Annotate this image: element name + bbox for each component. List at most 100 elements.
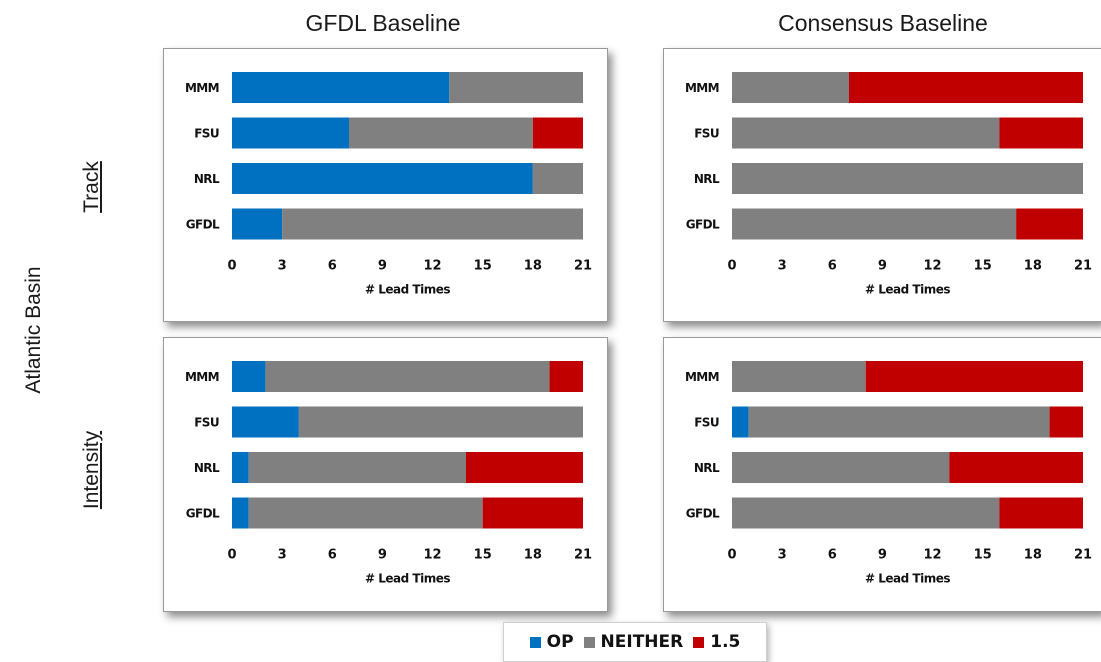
bar-op — [232, 361, 266, 392]
bar-1-5 — [532, 117, 583, 149]
chart-svg: MMM FSU NRL GFDL 0 3 6 9 12 15 18 21 # Lead Times — [185, 361, 592, 586]
legend-item-op: OP — [529, 632, 574, 652]
bar-op — [232, 406, 299, 438]
legend-swatch-op — [529, 636, 541, 648]
category-label: FSU — [194, 127, 219, 141]
x-tick-label: 18 — [524, 548, 542, 563]
bar-neither — [532, 163, 583, 194]
category-label: GFDL — [686, 507, 720, 521]
category-label: FSU — [694, 127, 719, 141]
bar-op — [732, 406, 749, 438]
row-label-track: Track — [80, 161, 103, 213]
x-tick-label: 15 — [474, 548, 492, 563]
column-title-gfdl-baseline: GFDL Baseline — [305, 10, 461, 36]
column-title-consensus-baseline: Consensus Baseline — [778, 10, 988, 36]
bar-1-5 — [865, 361, 1083, 392]
category-label: NRL — [694, 461, 720, 475]
bar-neither — [732, 117, 1000, 149]
legend-label-op: OP — [546, 632, 574, 652]
x-tick-label: 3 — [778, 259, 787, 274]
category-label: FSU — [194, 416, 219, 430]
chart-panel-track-gfdl: MMM FSU NRL GFDL 0 3 6 9 12 15 18 21 # Lead Times — [163, 48, 608, 322]
x-tick-label: 18 — [1024, 548, 1042, 563]
x-axis-label: # Lead Times — [865, 572, 950, 586]
x-tick-label: 6 — [328, 259, 337, 274]
bar-op — [232, 72, 450, 103]
x-tick-label: 9 — [378, 548, 387, 563]
chart-panel-intensity-gfdl: MMM FSU NRL GFDL 0 3 6 9 12 15 18 21 # Lead Times — [163, 337, 608, 612]
chart-svg: MMM FSU NRL GFDL 0 3 6 9 12 15 18 21 # Lead Times — [685, 361, 1092, 586]
bar-neither — [732, 72, 849, 103]
legend: OP NEITHER 1.5 — [503, 622, 767, 662]
x-tick-label: 9 — [878, 548, 887, 563]
x-tick-label: 3 — [778, 548, 787, 563]
x-tick-label: 0 — [227, 259, 236, 274]
x-tick-label: 0 — [227, 548, 236, 563]
bar-neither — [282, 208, 583, 240]
bar-1-5 — [1016, 208, 1083, 240]
x-tick-label: 21 — [574, 548, 592, 563]
bar-neither — [732, 361, 866, 392]
bar-neither — [248, 452, 466, 483]
bar-1-5 — [999, 497, 1083, 529]
x-tick-label: 15 — [974, 259, 992, 274]
chart-panel-track-consensus: MMM FSU NRL GFDL 0 3 6 9 12 15 18 21 # Lead Times — [663, 48, 1101, 322]
bar-1-5 — [999, 117, 1083, 149]
chart-svg: MMM FSU NRL GFDL 0 3 6 9 12 15 18 21 # Lead Times — [185, 72, 592, 297]
bar-op — [232, 208, 283, 240]
x-tick-label: 15 — [974, 548, 992, 563]
x-tick-label: 18 — [524, 259, 542, 274]
category-label: MMM — [685, 81, 719, 95]
x-tick-label: 12 — [424, 548, 442, 563]
bar-1-5 — [549, 361, 583, 392]
legend-item-neither: NEITHER — [583, 632, 684, 652]
x-tick-label: 12 — [424, 259, 442, 274]
bar-1-5 — [849, 72, 1083, 103]
x-tick-label: 6 — [328, 548, 337, 563]
legend-label-1-5: 1.5 — [710, 632, 741, 652]
chart-svg: MMM FSU NRL GFDL 0 3 6 9 12 15 18 21 # Lead Times — [685, 72, 1092, 297]
x-tick-label: 21 — [574, 259, 592, 274]
x-tick-label: 21 — [1074, 548, 1092, 563]
bar-1-5 — [949, 452, 1083, 483]
category-label: NRL — [694, 172, 720, 186]
category-label: GFDL — [186, 507, 220, 521]
x-tick-label: 3 — [278, 259, 287, 274]
bar-neither — [748, 406, 1050, 438]
bar-op — [232, 497, 249, 529]
bar-neither — [298, 406, 583, 438]
x-tick-label: 3 — [278, 548, 287, 563]
bar-neither — [732, 208, 1017, 240]
x-tick-label: 6 — [828, 259, 837, 274]
x-tick-label: 12 — [924, 548, 942, 563]
bar-neither — [732, 452, 950, 483]
x-tick-label: 21 — [1074, 259, 1092, 274]
row-label-intensity: Intensity — [80, 430, 103, 510]
category-label: NRL — [194, 172, 220, 186]
legend-swatch-1-5 — [693, 636, 705, 648]
x-axis-label: # Lead Times — [365, 283, 450, 297]
legend-label-neither: NEITHER — [600, 632, 684, 652]
bar-neither — [349, 117, 533, 149]
x-tick-label: 18 — [1024, 259, 1042, 274]
legend-swatch-neither — [583, 636, 595, 648]
x-tick-label: 6 — [828, 548, 837, 563]
x-axis-label: # Lead Times — [365, 572, 450, 586]
x-tick-label: 0 — [727, 548, 736, 563]
bar-neither — [732, 497, 1000, 529]
bar-1-5 — [1049, 406, 1083, 438]
bar-neither — [248, 497, 483, 529]
bar-op — [232, 117, 349, 149]
category-label: MMM — [685, 370, 719, 384]
x-tick-label: 12 — [924, 259, 942, 274]
category-label: FSU — [694, 416, 719, 430]
category-label: GFDL — [686, 218, 720, 232]
bar-1-5 — [482, 497, 583, 529]
x-tick-label: 9 — [378, 259, 387, 274]
basin-label: Atlantic Basin — [22, 266, 45, 394]
category-label: GFDL — [186, 218, 220, 232]
category-label: NRL — [194, 461, 220, 475]
bar-neither — [449, 72, 583, 103]
category-label: MMM — [185, 81, 219, 95]
category-label: MMM — [185, 370, 219, 384]
